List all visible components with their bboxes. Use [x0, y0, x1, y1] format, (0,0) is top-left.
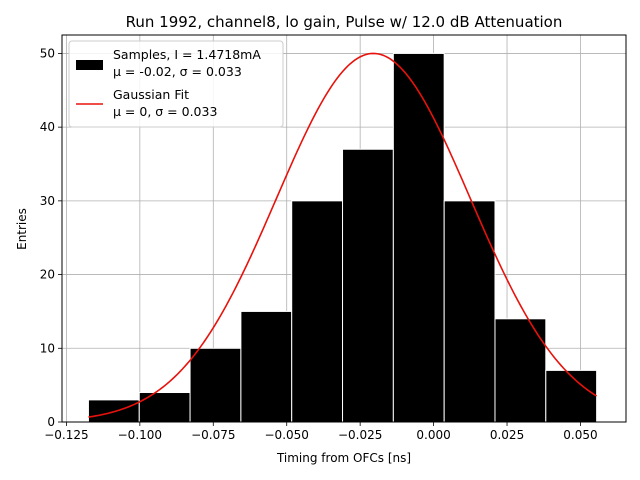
y-tick-label: 30	[40, 194, 55, 208]
x-tick-label: −0.100	[118, 428, 162, 442]
chart-title: Run 1992, channel8, lo gain, Pulse w/ 12…	[126, 13, 563, 31]
x-tick-label: −0.050	[265, 428, 309, 442]
x-axis-ticks: −0.125 −0.100 −0.075 −0.050 −0.025 0.000 0.025…	[44, 422, 598, 442]
histogram-bar	[342, 148, 394, 423]
histogram-bar	[189, 347, 242, 423]
x-tick-label: 0.000	[416, 428, 450, 442]
y-tick-label: 40	[40, 120, 55, 134]
x-tick-label: 0.025	[490, 428, 524, 442]
legend-fit-stats: μ = 0, σ = 0.033	[113, 104, 217, 119]
histogram-bar	[545, 369, 598, 423]
legend: Samples, I = 1.4718mA μ = -0.02, σ = 0.0…	[68, 40, 284, 128]
y-tick-label: 0	[47, 415, 55, 429]
histogram-bar	[392, 52, 445, 423]
x-tick-label: −0.125	[44, 428, 88, 442]
histogram-bar	[291, 200, 344, 423]
y-tick-label: 20	[40, 268, 55, 282]
y-axis-ticks: 0 10 20 30 40 50	[40, 46, 62, 429]
y-tick-label: 10	[40, 341, 55, 355]
gaussian-fit-curve	[88, 52, 598, 418]
histogram-bar	[138, 392, 191, 423]
y-axis-label: Entries	[15, 208, 29, 250]
legend-histogram-stats: μ = -0.02, σ = 0.033	[113, 64, 242, 79]
x-tick-label: −0.075	[191, 428, 235, 442]
histogram-bar	[443, 200, 496, 423]
x-tick-label: 0.050	[563, 428, 597, 442]
legend-fit-label: Gaussian Fit	[113, 87, 189, 102]
histogram-bars	[87, 52, 598, 423]
legend-histogram-swatch	[76, 60, 103, 70]
y-tick-label: 50	[40, 46, 55, 60]
histogram-bar	[240, 310, 293, 423]
x-axis-label: Timing from OFCs [ns]	[276, 451, 411, 465]
legend-histogram-label: Samples, I = 1.4718mA	[113, 47, 261, 62]
x-tick-label: −0.025	[338, 428, 382, 442]
legend-box	[68, 40, 284, 128]
plot-frame	[61, 34, 627, 423]
histogram-bar	[494, 318, 547, 423]
